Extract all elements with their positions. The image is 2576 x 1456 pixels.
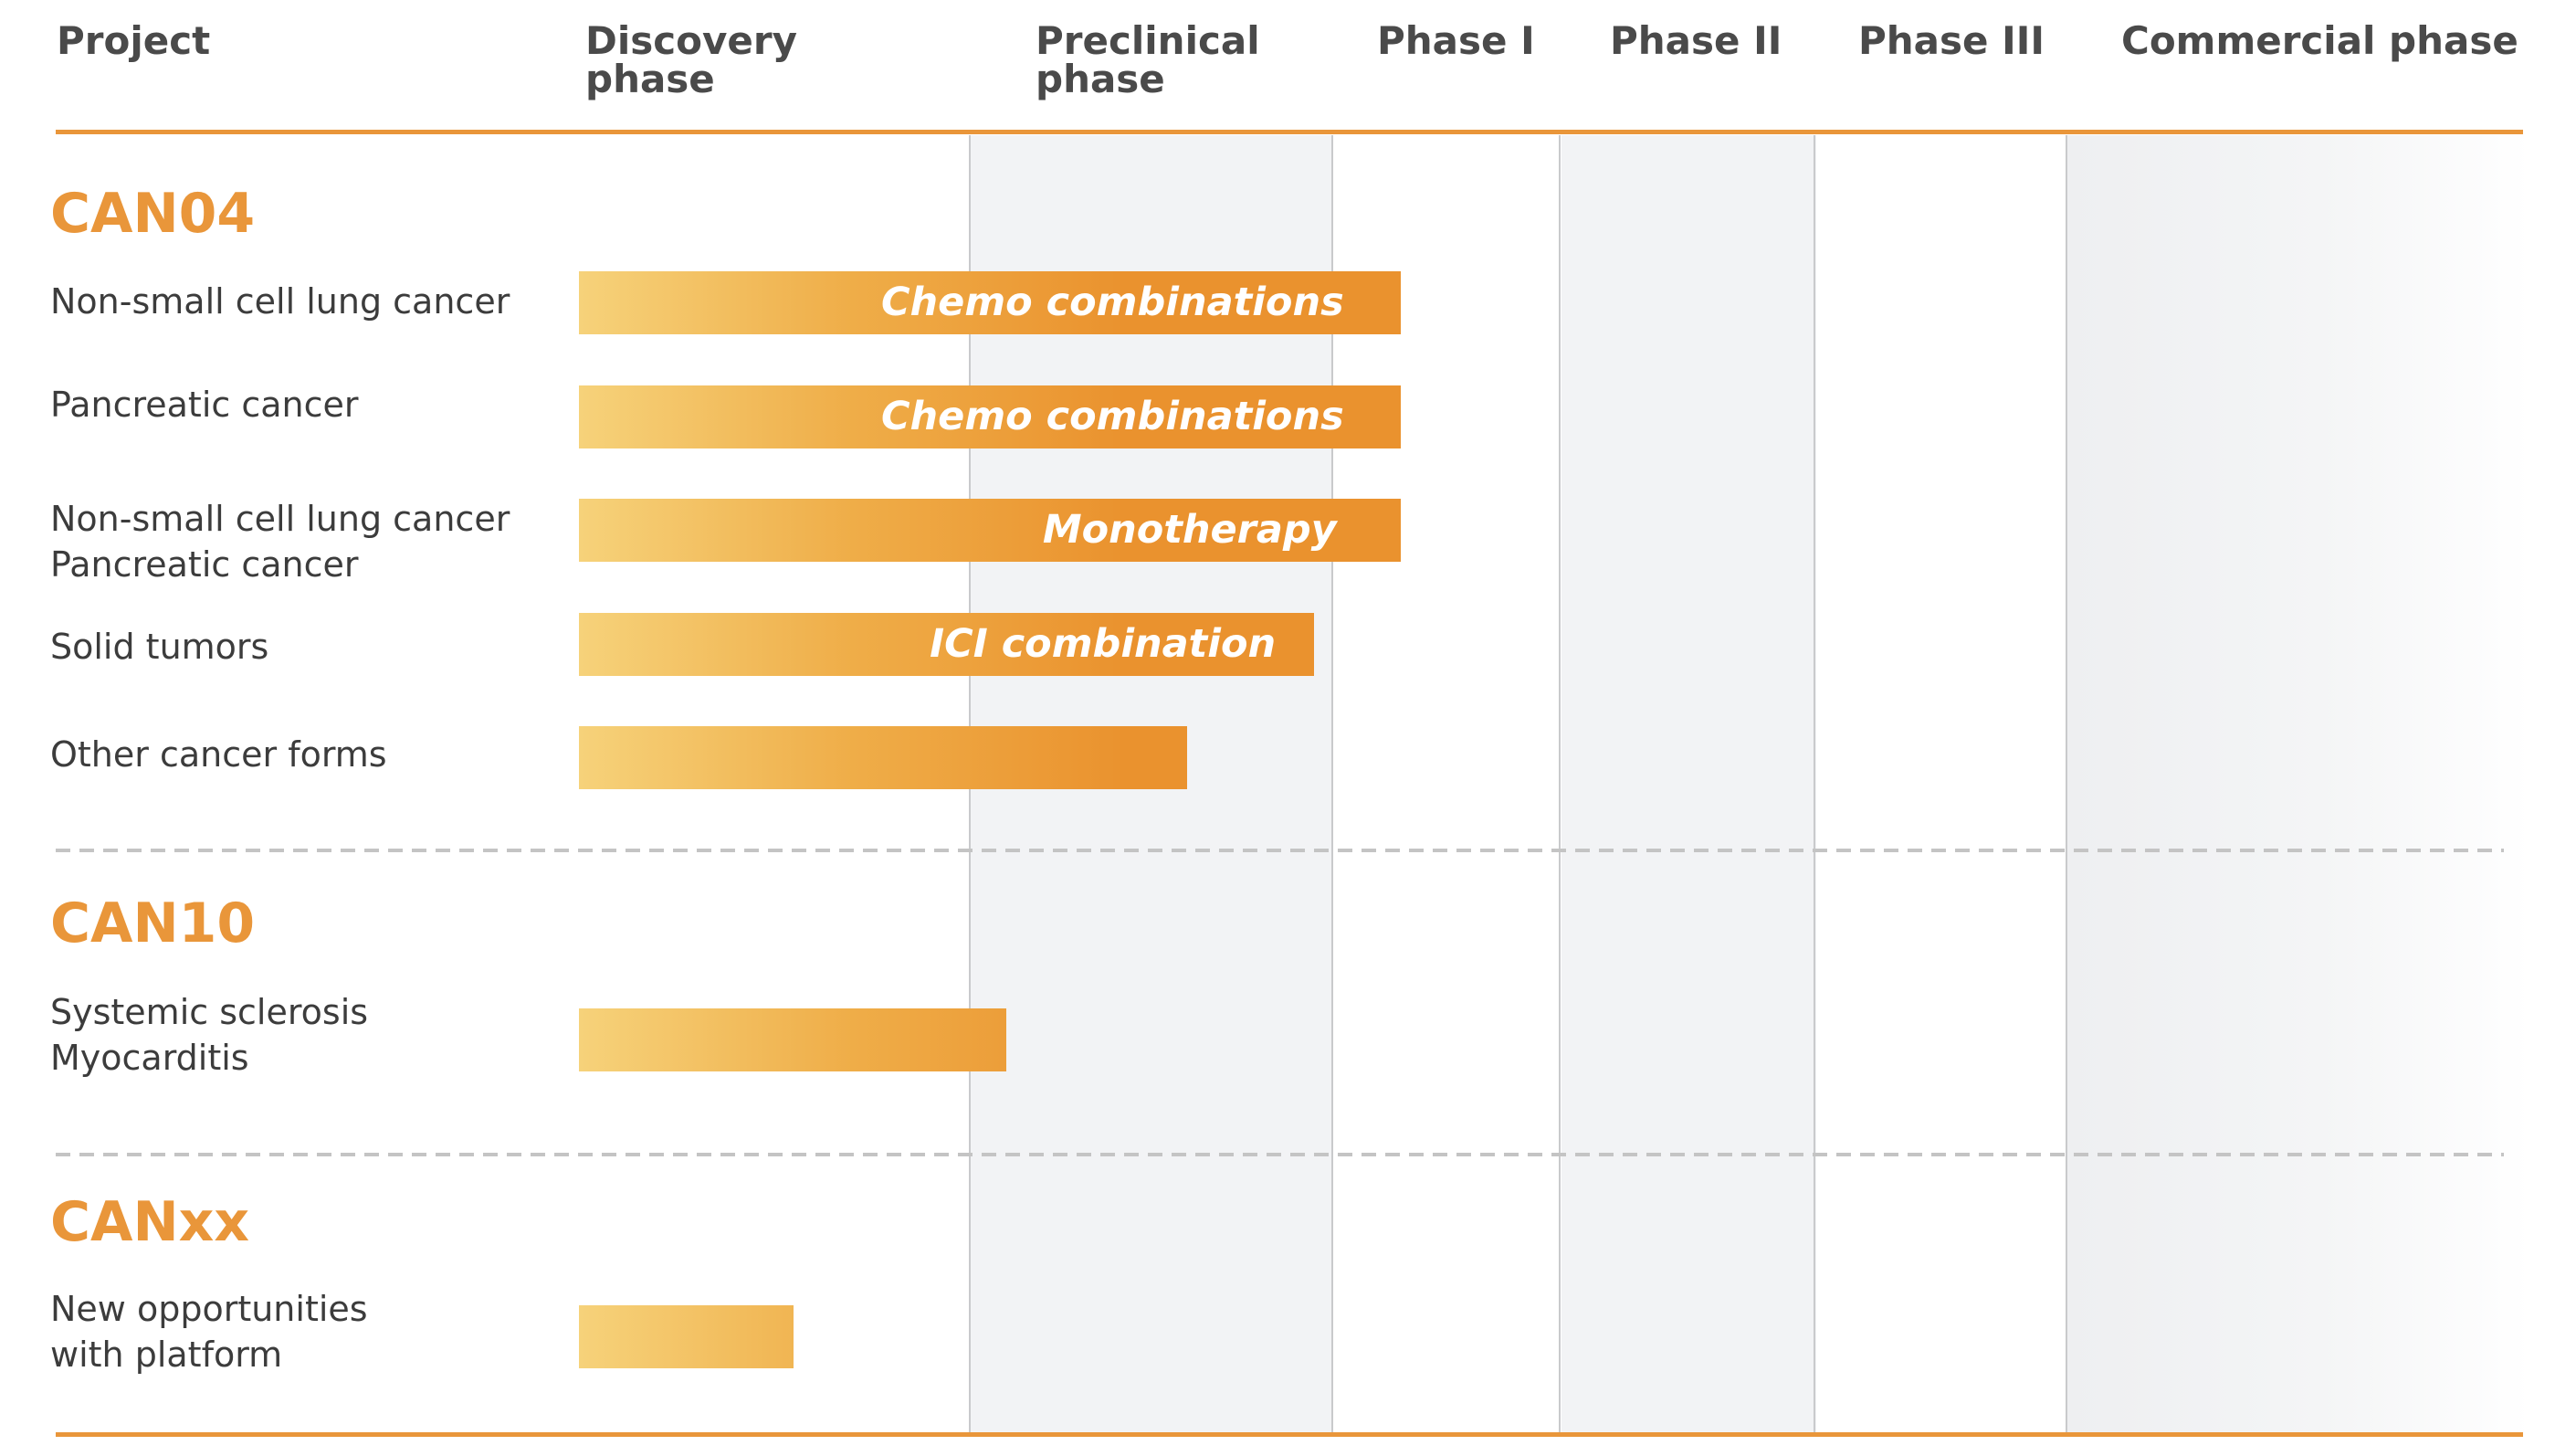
progress-bar: Chemo combinations [579, 271, 1401, 334]
progress-bar: ICI combination [579, 613, 1315, 676]
project-title: CANxx [50, 1190, 250, 1254]
gridline-phase1 [1331, 135, 1333, 1437]
progress-bar: Monotherapy [579, 499, 1401, 562]
header-discovery: Discovery phase [585, 18, 797, 101]
progress-bar [579, 1008, 1006, 1071]
section-divider [56, 849, 2504, 852]
indication-label: Pancreatic cancer [50, 385, 359, 425]
gridline-phase3 [1814, 135, 1815, 1437]
progress-bar [579, 726, 1188, 789]
bar-label: Monotherapy [1042, 507, 1337, 553]
indication-label: Non-small cell lung cancer [50, 281, 510, 322]
header-phase3: Phase III [1858, 18, 2045, 63]
header-commercial: Commercial phase [2121, 18, 2518, 63]
header-phase2: Phase II [1610, 18, 1782, 63]
header-rule [56, 130, 2523, 134]
indication-label: Other cancer forms [50, 734, 387, 775]
commercial-column-shade [2067, 135, 2530, 1437]
gridline-phase2 [1559, 135, 1561, 1437]
bar-label: ICI combination [930, 621, 1277, 667]
indication-label: Non-small cell lung cancer Pancreatic ca… [50, 499, 510, 585]
header-project: Project [57, 18, 211, 63]
indication-label: Solid tumors [50, 627, 269, 667]
bar-label: Chemo combinations [881, 394, 1344, 439]
phase2-column-shade [1561, 135, 1816, 1437]
header-phase1: Phase I [1377, 18, 1535, 63]
project-title: CAN10 [50, 892, 256, 955]
progress-bar [579, 1305, 794, 1368]
progress-bar: Chemo combinations [579, 385, 1401, 448]
footer-rule [56, 1432, 2523, 1437]
header-preclinical: Preclinical phase [1036, 18, 1260, 101]
section-divider [56, 1153, 2504, 1156]
indication-label: Systemic sclerosis Myocarditis [50, 992, 369, 1078]
gridline-commercial [2066, 135, 2067, 1437]
indication-label: New opportunities with platform [50, 1289, 368, 1375]
bar-label: Chemo combinations [881, 280, 1344, 325]
project-title: CAN04 [50, 182, 256, 246]
